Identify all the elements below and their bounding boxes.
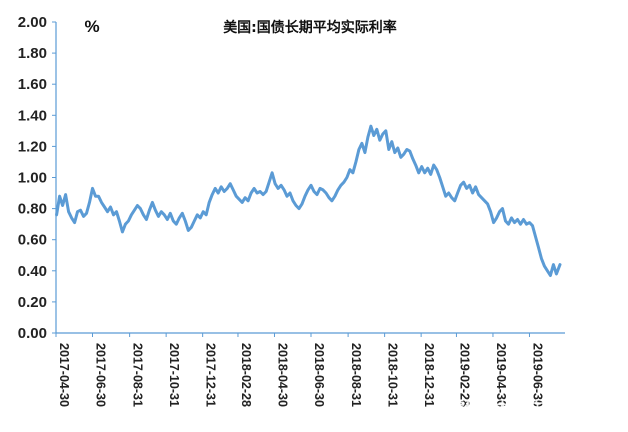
y-tick-label: 1.40 [18, 107, 47, 124]
y-tick-label: 0.80 [18, 201, 47, 218]
x-axis-ticks: 2017-04-30 2017-06-30 2017-08-31 2017-10-31… [55, 333, 544, 407]
x-tick-label: 2017-06-30 [94, 343, 108, 407]
y-tick-label: 0.40 [18, 263, 47, 280]
y-axis-unit: % [84, 17, 99, 36]
y-tick-label: 1.20 [18, 138, 47, 155]
x-tick-label: 2018-10-31 [386, 343, 400, 407]
x-tick-label: 2018-02-28 [239, 343, 253, 407]
series-line [55, 124, 562, 277]
watermark: 雪球：大华说投资 [450, 398, 570, 416]
series-group [55, 124, 562, 277]
x-tick-label: 2017-12-31 [204, 343, 218, 407]
y-tick-label: 1.80 [18, 45, 47, 62]
x-tick-label: 2019-02-28 [457, 343, 471, 407]
y-tick-label: 0.20 [18, 294, 47, 311]
y-tick-label: 1.60 [18, 76, 47, 93]
y-tick-label: 2.00 [18, 14, 47, 31]
y-tick-label: 0.00 [18, 325, 47, 342]
y-axis-ticks: 2.00 1.80 1.60 1.40 1.20 1.00 0.80 0.60 0.40 0.20… [18, 14, 56, 342]
x-tick-label: 2018-04-30 [275, 343, 289, 407]
x-tick-label: 2017-04-30 [57, 343, 71, 407]
x-tick-label: 2018-12-31 [422, 343, 436, 407]
x-tick-label: 2019-04-30 [494, 343, 508, 407]
y-tick-label: 0.60 [18, 232, 47, 249]
x-tick-label: 2017-10-31 [167, 343, 181, 407]
x-tick-label: 2019-06-30 [530, 343, 544, 407]
x-tick-label: 2018-08-31 [349, 343, 363, 407]
x-tick-label: 2017-08-31 [131, 343, 145, 407]
x-tick-label: 2018-06-30 [312, 343, 326, 407]
chart-title: 美国:国债长期平均实际利率 [223, 19, 397, 36]
y-tick-label: 1.00 [18, 170, 47, 187]
